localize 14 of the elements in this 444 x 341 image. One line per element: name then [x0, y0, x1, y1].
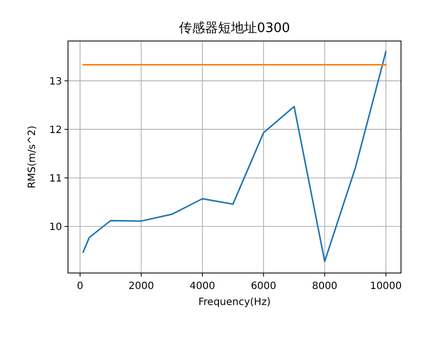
x-axis-title: Frequency(Hz) [198, 297, 271, 308]
y-tick-label: 11 [49, 173, 62, 184]
y-axis-title: RMS(m/s^2) [27, 126, 38, 188]
x-tick-label: 6000 [250, 281, 276, 292]
y-tick-label: 10 [49, 222, 62, 233]
x-tick-label: 0 [76, 281, 84, 292]
x-tick-label: 10000 [370, 281, 402, 292]
x-tick-label: 8000 [312, 281, 338, 292]
y-tick-label: 13 [49, 76, 62, 88]
x-tick-label: 2000 [128, 281, 154, 292]
line-series [82, 50, 387, 262]
y-tick-label: 12 [49, 124, 62, 136]
x-tick-label: 4000 [190, 281, 216, 292]
chart-title: 传感器短地址0300 [178, 21, 290, 36]
